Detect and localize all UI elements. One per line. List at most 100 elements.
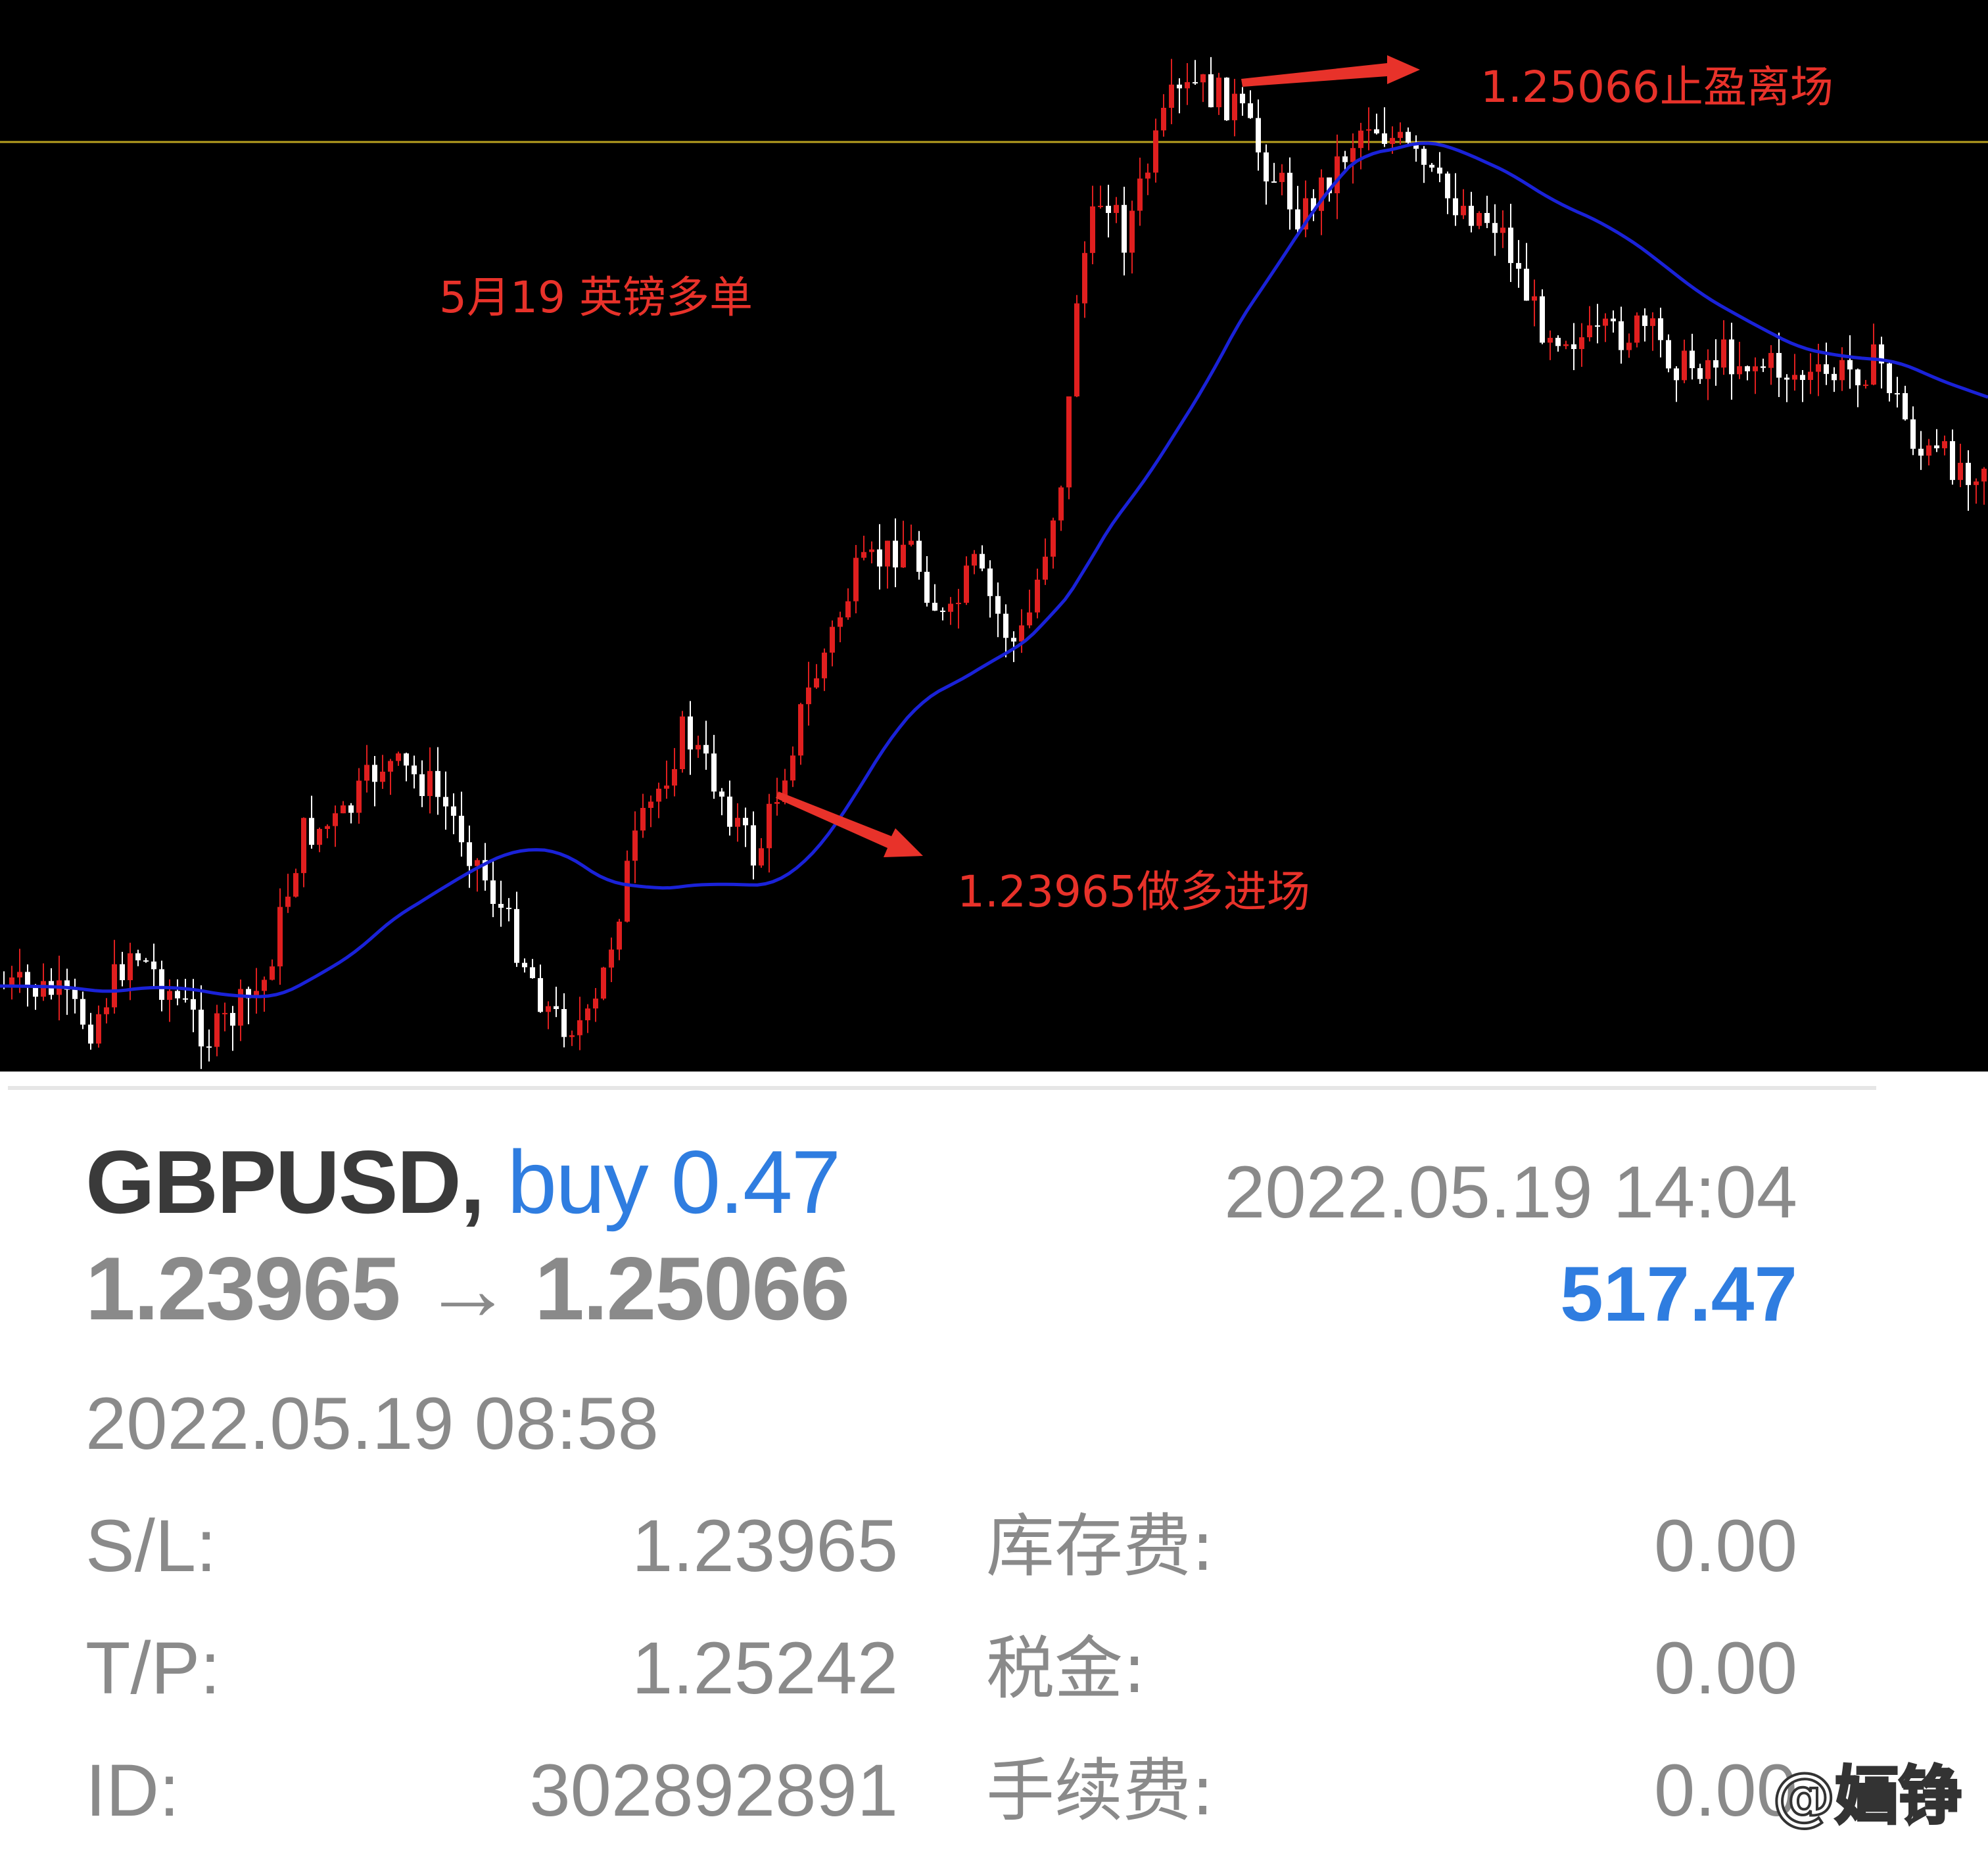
candle-body <box>341 805 346 814</box>
candle-body <box>1208 74 1214 108</box>
candle-body <box>325 826 330 829</box>
candle-body <box>1642 315 1647 326</box>
candle-body <box>1942 441 1947 448</box>
candle-body <box>364 765 369 781</box>
id-value: 302892891 <box>529 1749 898 1831</box>
candle-body <box>1705 360 1711 379</box>
price-range: 1.23965 → 1.25066 <box>85 1244 850 1333</box>
candle-body <box>1500 227 1505 233</box>
candle-body <box>561 1008 567 1037</box>
candle-body <box>593 999 598 1009</box>
candle-body <box>1382 133 1387 144</box>
candle-body <box>1634 315 1640 343</box>
candle-body <box>1690 350 1695 369</box>
candle-body <box>1129 210 1135 253</box>
candle-body <box>1161 107 1166 131</box>
candle-body <box>1185 82 1190 89</box>
candle-body <box>1429 164 1434 168</box>
candle-body <box>1445 174 1450 199</box>
candle-body <box>767 803 772 849</box>
candle-body <box>1398 131 1403 138</box>
candle-body <box>1516 263 1521 269</box>
candle-body <box>1232 93 1237 120</box>
candle-body <box>601 967 606 999</box>
candle-body <box>1145 172 1150 179</box>
candle-body <box>135 953 141 960</box>
candle-body <box>625 861 630 922</box>
candle-body <box>1224 78 1229 120</box>
candle-body <box>1721 339 1726 368</box>
candle-body <box>877 549 882 567</box>
candle-body <box>845 601 851 618</box>
candle-body <box>120 964 125 981</box>
candle-body <box>1413 142 1419 149</box>
candle-body <box>869 549 874 552</box>
candle-body <box>1555 337 1561 346</box>
candle-body <box>1713 360 1718 368</box>
candle-body <box>1808 371 1813 380</box>
candlestick-chart-canvas <box>0 55 1988 1070</box>
candle-body <box>1137 178 1143 211</box>
candle-body <box>112 964 117 1008</box>
candle-body <box>1492 223 1498 233</box>
candle-body <box>569 1035 575 1037</box>
trade-title-annotation: 5月19 英镑多单 <box>439 272 753 323</box>
candle-body <box>538 978 543 1012</box>
candle-body <box>506 907 511 909</box>
candle-body <box>1248 103 1253 118</box>
entry-annotation: 1.23965做多进场 <box>957 866 1310 917</box>
candle-body <box>33 985 38 997</box>
exit-annotation: 1.25066止盈离场 <box>1480 62 1834 112</box>
candle-body <box>1453 198 1458 216</box>
tax-value: 0.00 <box>1654 1627 1797 1709</box>
candle-body <box>719 791 724 797</box>
candle-body <box>1761 366 1766 368</box>
candle-body <box>309 818 314 845</box>
candle-body <box>1287 172 1292 210</box>
candle-body <box>1461 206 1466 216</box>
candle-body <box>9 977 14 987</box>
candle-body <box>609 949 614 968</box>
candle-body <box>743 818 748 826</box>
candle-body <box>546 1006 551 1012</box>
candle-body <box>143 960 149 962</box>
price-chart[interactable]: 5月19 英镑多单 1.23965做多进场 1.25066止盈离场 <box>0 0 1988 1072</box>
candle-body <box>1216 78 1221 108</box>
candle-body <box>498 904 504 908</box>
candle-body <box>1066 396 1072 488</box>
candle-body <box>806 687 811 705</box>
order-detail-panel[interactable]: GBPUSD, buy 0.47 2022.05.19 14:04 1.2396… <box>0 1072 1988 1863</box>
candle-body <box>175 991 180 999</box>
candle-body <box>72 989 78 999</box>
candle-body <box>246 989 251 999</box>
candle-body <box>427 770 433 796</box>
exit-arrow <box>1241 55 1420 87</box>
candle-body <box>1579 337 1584 349</box>
candle-body <box>96 1014 101 1044</box>
sl-value: 1.23965 <box>632 1505 898 1587</box>
candle-body <box>909 540 914 545</box>
candle-body <box>1824 364 1829 374</box>
candle-body <box>1548 337 1553 343</box>
candle-body <box>388 761 393 772</box>
candle-body <box>199 1009 204 1047</box>
moving-average-line <box>0 141 1988 999</box>
candle-body <box>711 753 717 792</box>
candle-body <box>1926 445 1931 456</box>
candle-body <box>1832 373 1837 381</box>
candle-body <box>751 825 756 866</box>
candle-body <box>1839 360 1845 381</box>
symbol-name: GBPUSD <box>85 1132 462 1232</box>
candle-body <box>838 617 843 627</box>
candle-body <box>554 1006 559 1009</box>
candle-body <box>167 991 172 1000</box>
candle-body <box>1098 206 1103 208</box>
candle-body <box>948 603 953 612</box>
candle-body <box>1484 212 1490 224</box>
candle-body <box>151 961 156 970</box>
candle-body <box>1114 204 1119 213</box>
candle-body <box>1776 352 1782 378</box>
candle-body <box>782 780 788 803</box>
order-volume: 0.47 <box>671 1132 841 1232</box>
candle-body <box>1374 129 1379 133</box>
